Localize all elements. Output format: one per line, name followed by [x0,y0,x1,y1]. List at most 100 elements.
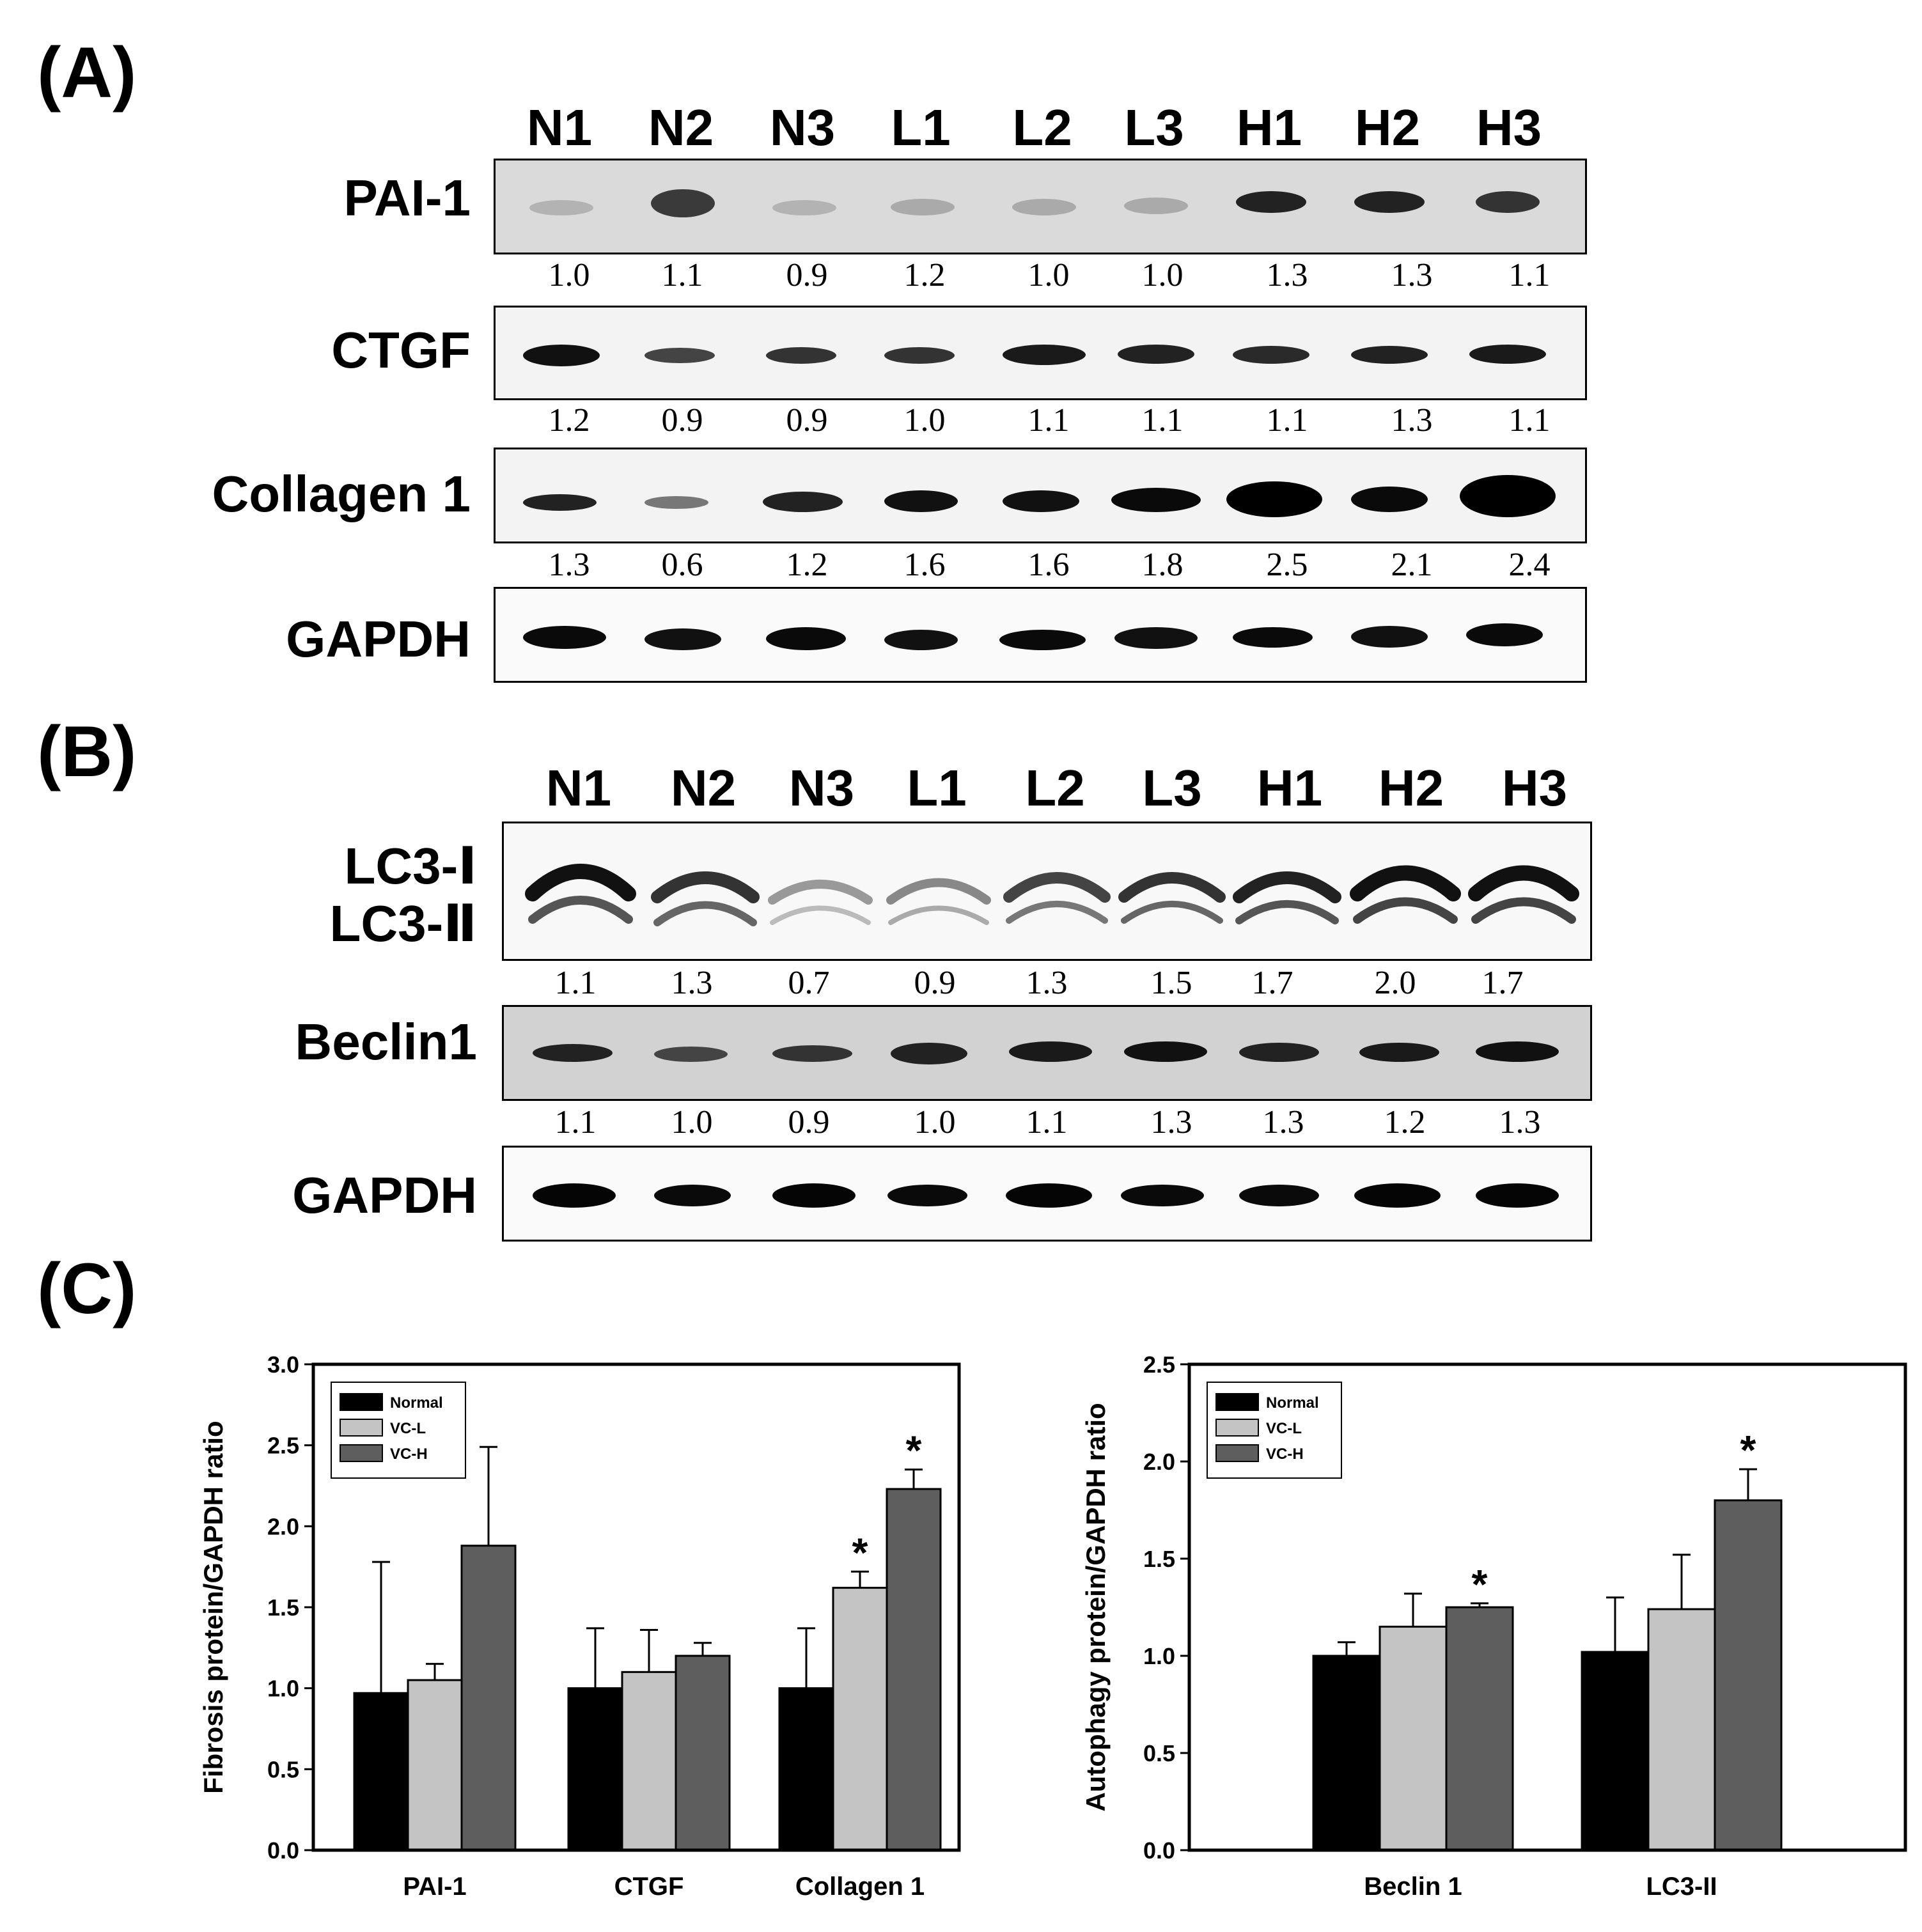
panel-label-b: (B) [37,712,137,791]
ratio-value: 1.3 [671,965,713,1001]
lane-label: H3 [1476,99,1542,156]
bar [1445,1606,1514,1851]
ratio-value: 1.2 [786,547,828,583]
autophagy-bar-chart: Autophagy protein/GAPDH ratio 0.0 0.5 1.0 1.… [1081,1352,1907,1901]
ratio-value: 1.1 [1508,257,1551,293]
x-category-label: CTGF [614,1873,684,1901]
y-tick-label: 2.0 [267,1513,299,1539]
bar [1714,1499,1783,1851]
ratio-value: 1.1 [1266,402,1308,439]
blot-label-pai1: PAI-1 [343,169,471,226]
ratio-value: 0.9 [786,257,828,293]
ratio-value: 1.3 [1266,257,1308,293]
ratio-value: 1.0 [1141,257,1184,293]
ratio-value: 1.6 [1027,547,1070,583]
legend-swatch [1215,1419,1259,1437]
ratio-value: 1.2 [903,257,946,293]
y-tick-label: 2.5 [1143,1352,1175,1378]
fibrosis-bar-chart: Fibrosis protein/GAPDH ratio 0.0 0.5 1.0 1.5… [198,1352,961,1901]
ratio-value: 1.0 [903,402,946,439]
bar [832,1587,888,1851]
ratio-value: 1.1 [1141,402,1184,439]
y-tick-label: 1.5 [267,1594,299,1621]
ratio-value: 1.1 [554,965,597,1001]
lane-label: L2 [1025,760,1085,816]
significance-marker: * [852,1529,868,1575]
lane-label: L3 [1124,99,1184,156]
x-category-label: LC3-II [1646,1873,1717,1901]
bar [621,1671,677,1851]
bar [778,1687,834,1851]
ratio-value: 2.5 [1266,547,1308,583]
ratio-value: 1.6 [903,547,946,583]
ratio-value: 1.2 [548,402,590,439]
ratio-value: 0.9 [786,402,828,439]
ratio-value: 0.9 [914,965,956,1001]
bar [1379,1625,1448,1851]
x-category-label: Collagen 1 [795,1873,925,1901]
blot-gapdh-a [494,587,1587,683]
lane-label: N2 [648,99,714,156]
lane-label: L2 [1012,99,1072,156]
y-tick-label: 0.0 [267,1837,299,1864]
legend-swatch [1215,1393,1259,1411]
ratio-value: 0.9 [788,1104,830,1141]
bar [407,1679,463,1851]
lane-label: N1 [545,760,612,816]
lane-label: N2 [670,760,737,816]
ratio-value: 0.7 [788,965,830,1001]
lane-label: H1 [1256,760,1323,816]
legend-label: VC-L [390,1420,426,1437]
ratio-value: 1.3 [1150,1104,1192,1141]
ratio-value: 1.0 [1027,257,1070,293]
ratio-value: 0.6 [661,547,703,583]
significance-marker: * [1472,1561,1488,1607]
legend-swatch [340,1393,383,1411]
legend-label: VC-H [1266,1445,1304,1463]
ratio-value: 1.1 [1026,1104,1068,1141]
lane-label: N3 [769,99,836,156]
ratio-value: 1.3 [548,547,590,583]
ratio-value: 1.5 [1150,965,1192,1001]
bar [353,1692,409,1851]
legend-label: VC-L [1266,1420,1302,1437]
ratio-value: 1.0 [914,1104,956,1141]
ratio-value: 1.0 [671,1104,713,1141]
plot-frame [311,1362,961,1852]
bar [1312,1655,1381,1851]
blot-ctgf [494,306,1587,400]
y-axis-label: Autophagy protein/GAPDH ratio [1081,1403,1111,1811]
y-axis-label: Fibrosis protein/GAPDH ratio [198,1421,228,1793]
lane-label: L1 [891,99,951,156]
bar [1581,1651,1650,1851]
legend-swatch [1215,1444,1259,1462]
bar [567,1687,623,1851]
ratio-value: 1.7 [1251,965,1293,1001]
y-tick-label: 1.0 [1143,1643,1175,1669]
blot-gapdh-b [502,1146,1592,1242]
ratio-value: 0.9 [661,402,703,439]
ratio-value: 1.0 [548,257,590,293]
ratio-value: 1.3 [1262,1104,1304,1141]
blot-label-gapdh-a: GAPDH [286,611,471,667]
blot-label-lc3-i: LC3-Ⅰ [344,837,477,894]
lane-label: L1 [907,760,967,816]
y-tick-label: 0.5 [267,1756,299,1782]
y-tick-label: 2.5 [267,1433,299,1459]
bar [1647,1608,1716,1851]
lane-label: H1 [1236,99,1302,156]
ratio-value: 1.3 [1391,257,1433,293]
bar [886,1488,942,1851]
panel-label-c: (C) [37,1249,137,1328]
ratio-value: 1.1 [1508,402,1551,439]
y-tick-label: 1.5 [1143,1546,1175,1572]
significance-marker: * [906,1428,922,1474]
bar [675,1655,731,1851]
ratio-value: 2.1 [1391,547,1433,583]
ratio-value: 1.1 [554,1104,597,1141]
legend-label: Normal [1266,1394,1319,1412]
ratio-value: 2.0 [1374,965,1416,1001]
ratio-value: 1.3 [1026,965,1068,1001]
ratio-value: 1.3 [1499,1104,1541,1141]
legend-swatch [340,1419,383,1437]
